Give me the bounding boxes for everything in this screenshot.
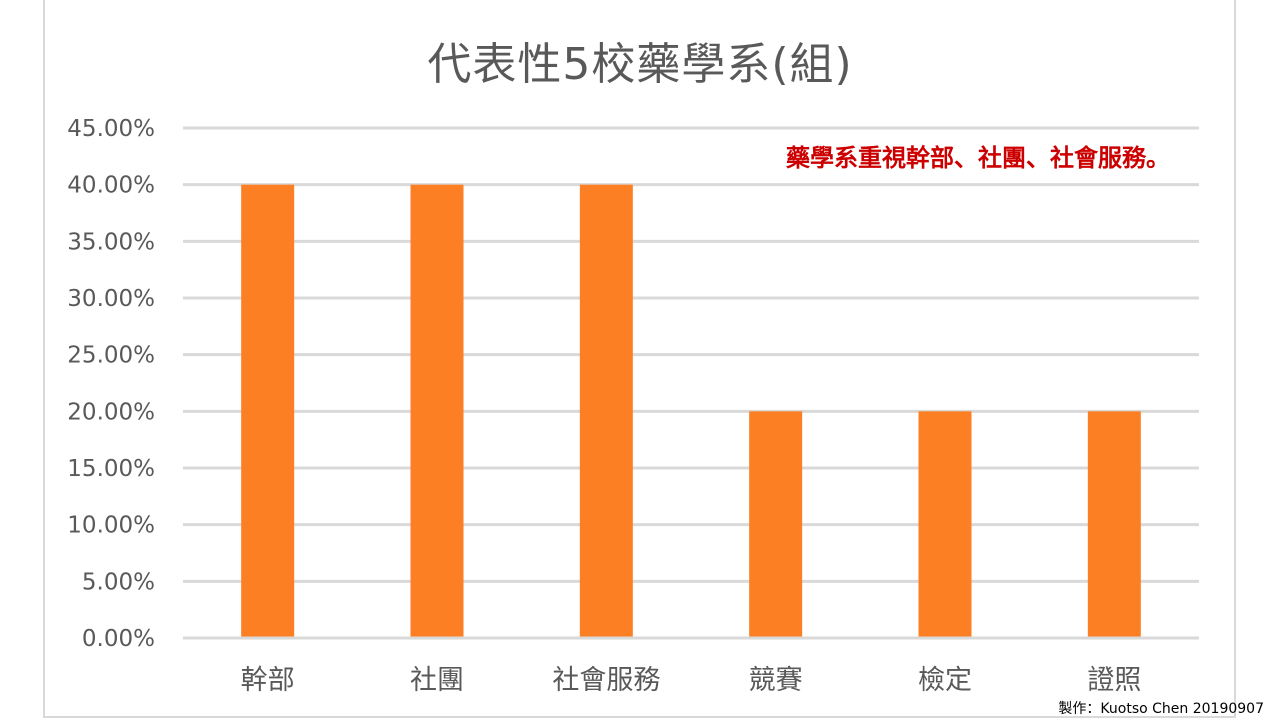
credit-text: 製作：Kuotso Chen 20190907 bbox=[1058, 701, 1264, 717]
bar-1 bbox=[410, 184, 464, 638]
y-tick-label: 5.00% bbox=[82, 569, 155, 595]
y-tick-label: 30.00% bbox=[67, 286, 155, 312]
x-category-label: 幹部 bbox=[241, 665, 295, 696]
x-category-label: 證照 bbox=[1087, 665, 1141, 696]
x-category-label: 社團 bbox=[410, 665, 464, 696]
y-tick-label: 0.00% bbox=[82, 626, 155, 652]
y-tick-label: 45.00% bbox=[67, 116, 155, 142]
x-category-label: 社會服務 bbox=[552, 665, 660, 696]
bar-2 bbox=[579, 184, 633, 638]
chart-annotation: 藥學系重視幹部、社團、社會服務。 bbox=[786, 143, 1170, 172]
bar-5 bbox=[1087, 411, 1141, 638]
y-tick-label: 10.00% bbox=[67, 513, 155, 539]
y-tick-label: 35.00% bbox=[67, 229, 155, 255]
bar-3 bbox=[749, 411, 803, 638]
bar-0 bbox=[241, 184, 295, 638]
x-category-label: 競賽 bbox=[749, 665, 803, 696]
y-tick-label: 15.00% bbox=[67, 456, 155, 482]
bar-4 bbox=[918, 411, 972, 638]
x-category-label: 檢定 bbox=[918, 665, 972, 696]
y-tick-label: 20.00% bbox=[67, 399, 155, 425]
y-tick-label: 40.00% bbox=[67, 173, 155, 199]
y-tick-label: 25.00% bbox=[67, 343, 155, 369]
chart-title: 代表性5校藥學系(組) bbox=[427, 39, 853, 90]
